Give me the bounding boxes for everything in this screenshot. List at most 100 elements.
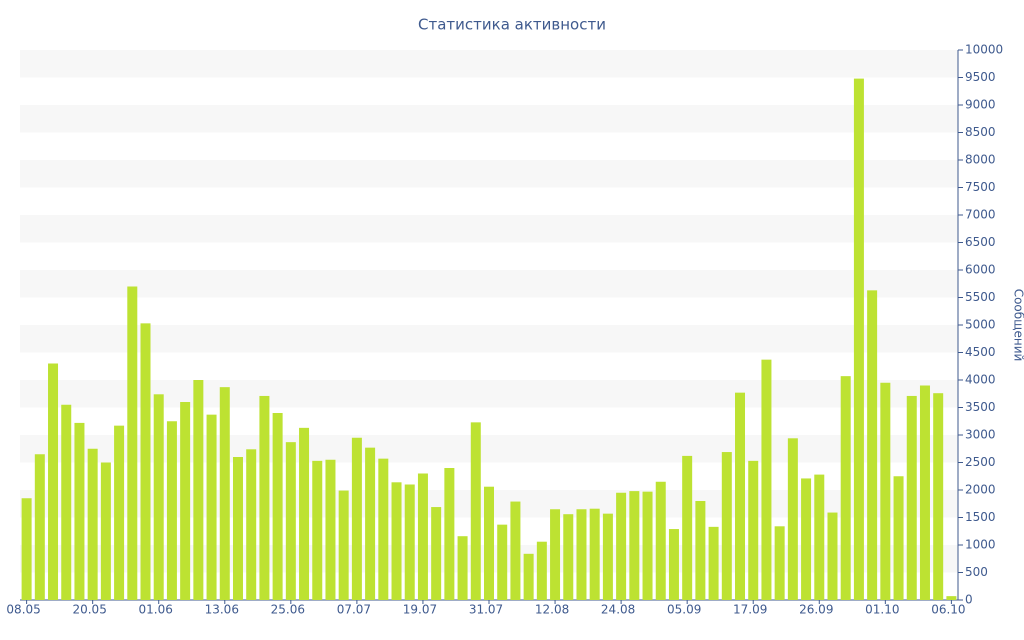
y-tick-label: 7500 <box>965 180 996 194</box>
x-tick-label: 24.08 <box>601 603 635 617</box>
bar <box>840 376 851 600</box>
x-tick-label: 26.09 <box>799 603 833 617</box>
x-tick-label: 20.05 <box>72 603 106 617</box>
y-tick-label: 3500 <box>965 400 996 414</box>
bar <box>21 498 32 600</box>
x-tick-label: 05.09 <box>667 603 701 617</box>
y-tick-label: 10000 <box>965 43 1003 57</box>
bar <box>140 323 151 600</box>
bar <box>616 492 627 600</box>
bar <box>61 404 72 600</box>
bar <box>589 508 600 600</box>
bar <box>787 438 798 600</box>
bar <box>576 509 587 600</box>
bar <box>510 501 521 600</box>
bar <box>801 478 812 600</box>
bar <box>748 460 759 600</box>
grid-band <box>20 50 958 78</box>
grid-band <box>20 160 958 188</box>
grid-band <box>20 105 958 133</box>
bar <box>219 387 230 600</box>
x-tick-label: 06.10 <box>931 603 965 617</box>
bar <box>655 481 666 600</box>
bar <box>180 402 191 600</box>
grid-band <box>20 380 958 408</box>
bar <box>774 526 785 600</box>
bar <box>563 514 574 600</box>
bar <box>299 427 310 600</box>
bar <box>814 474 825 600</box>
bar <box>259 395 270 600</box>
bar <box>391 482 402 600</box>
y-axis-label: Сообщений <box>1012 289 1024 362</box>
bar <box>312 460 323 600</box>
grid-band <box>20 270 958 298</box>
y-tick-label: 3000 <box>965 428 996 442</box>
bar <box>642 491 653 600</box>
y-tick-label: 9000 <box>965 98 996 112</box>
bar <box>721 452 732 600</box>
bar <box>404 484 415 600</box>
y-tick-label: 4500 <box>965 345 996 359</box>
bar <box>827 512 838 600</box>
bar <box>285 442 296 600</box>
bar <box>444 468 455 600</box>
y-tick-label: 0 <box>965 593 973 607</box>
bar <box>48 363 59 600</box>
bar <box>365 447 376 600</box>
bar <box>193 380 204 600</box>
bar <box>523 553 534 600</box>
bar <box>100 462 111 600</box>
bar <box>668 529 679 600</box>
bar <box>695 501 706 600</box>
bar <box>550 509 561 600</box>
bar <box>272 413 283 600</box>
bar <box>536 541 547 600</box>
y-tick-label: 8500 <box>965 125 996 139</box>
bar <box>127 286 138 600</box>
bar <box>153 394 164 600</box>
bar <box>378 458 389 600</box>
y-tick-label: 9500 <box>965 70 996 84</box>
bar <box>246 449 257 600</box>
bar <box>893 476 904 600</box>
bar <box>853 78 864 601</box>
bar <box>761 359 772 600</box>
bar <box>933 393 944 600</box>
bar <box>325 459 336 600</box>
y-tick-label: 1000 <box>965 538 996 552</box>
x-tick-label: 08.05 <box>6 603 40 617</box>
bar <box>338 490 349 600</box>
bar <box>87 448 98 600</box>
x-tick-label: 07.07 <box>337 603 371 617</box>
bar <box>682 455 693 600</box>
y-tick-label: 2000 <box>965 483 996 497</box>
bar <box>166 421 177 600</box>
x-tick-label: 13.06 <box>205 603 239 617</box>
bar <box>735 392 746 600</box>
x-tick-label: 17.09 <box>733 603 767 617</box>
bar <box>629 491 640 600</box>
bar <box>74 422 85 600</box>
bar <box>457 536 468 600</box>
bar <box>497 524 508 600</box>
grid-band <box>20 215 958 243</box>
bar <box>708 526 719 600</box>
bar <box>919 385 930 600</box>
y-tick-label: 2500 <box>965 455 996 469</box>
x-tick-label: 25.06 <box>271 603 305 617</box>
bar <box>946 596 957 600</box>
bar <box>417 473 428 600</box>
y-tick-label: 8000 <box>965 153 996 167</box>
x-tick-label: 01.06 <box>139 603 173 617</box>
y-tick-label: 6500 <box>965 235 996 249</box>
bar <box>431 507 442 600</box>
y-tick-label: 5500 <box>965 290 996 304</box>
y-tick-label: 7000 <box>965 208 996 222</box>
y-tick-label: 5000 <box>965 318 996 332</box>
bar <box>34 454 45 600</box>
bar <box>867 290 878 600</box>
y-tick-label: 6000 <box>965 263 996 277</box>
y-tick-label: 1500 <box>965 510 996 524</box>
